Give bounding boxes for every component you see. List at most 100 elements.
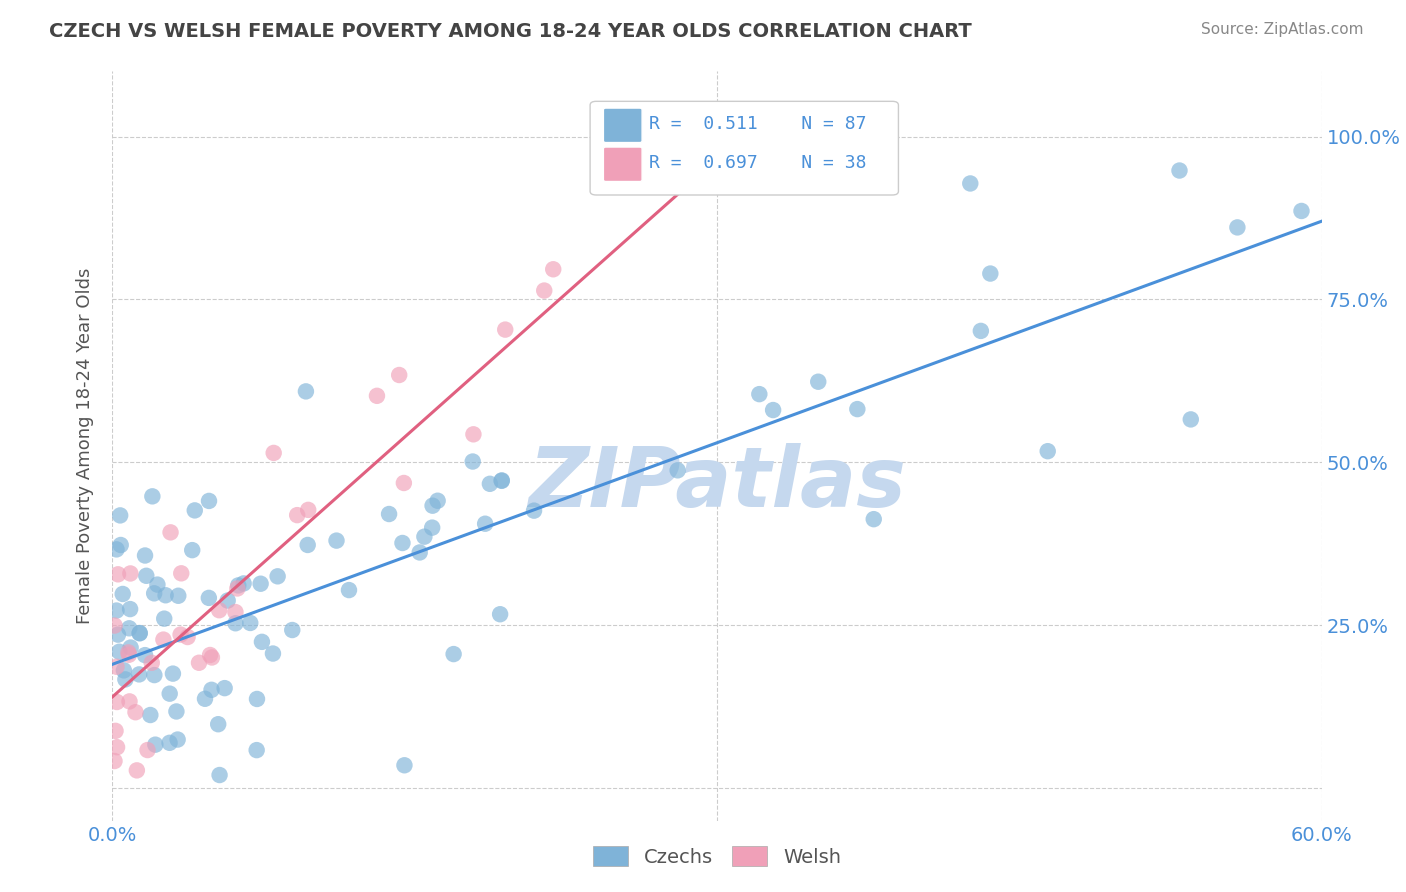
- FancyBboxPatch shape: [591, 102, 898, 195]
- Point: [226, 578, 249, 592]
- Point: [846, 402, 869, 417]
- Point: [281, 623, 304, 637]
- Point: [200, 682, 222, 697]
- Point: [107, 567, 129, 582]
- Point: [394, 758, 416, 772]
- Point: [232, 576, 254, 591]
- Text: ZIPatlas: ZIPatlas: [529, 443, 905, 524]
- Point: [118, 694, 141, 708]
- Point: [959, 177, 981, 191]
- Point: [108, 645, 131, 659]
- Point: [1036, 444, 1059, 458]
- Point: [165, 705, 187, 719]
- Point: [214, 681, 236, 695]
- Point: [143, 586, 166, 600]
- Point: [117, 645, 139, 659]
- Point: [105, 542, 128, 557]
- Point: [143, 668, 166, 682]
- Point: [426, 493, 449, 508]
- Point: [176, 630, 198, 644]
- Point: [110, 538, 132, 552]
- Point: [134, 648, 156, 662]
- Point: [166, 732, 188, 747]
- FancyBboxPatch shape: [603, 108, 643, 143]
- Point: [226, 582, 249, 596]
- Point: [159, 736, 181, 750]
- Point: [295, 384, 318, 399]
- Point: [207, 717, 229, 731]
- Point: [105, 695, 128, 709]
- Point: [128, 626, 150, 640]
- Point: [979, 267, 1001, 281]
- Point: [105, 740, 128, 755]
- Point: [169, 627, 191, 641]
- Point: [104, 723, 127, 738]
- Point: [143, 738, 166, 752]
- Point: [217, 593, 239, 607]
- Point: [105, 659, 128, 673]
- Point: [104, 618, 127, 632]
- Text: R =  0.511    N = 87: R = 0.511 N = 87: [650, 115, 868, 133]
- Point: [120, 566, 142, 581]
- Point: [208, 768, 231, 782]
- Point: [124, 705, 146, 719]
- Point: [263, 446, 285, 460]
- Point: [443, 647, 465, 661]
- Point: [103, 754, 125, 768]
- Point: [120, 602, 142, 616]
- Point: [141, 489, 163, 503]
- Point: [155, 588, 177, 602]
- Point: [666, 463, 689, 477]
- Text: R =  0.697    N = 38: R = 0.697 N = 38: [650, 153, 868, 172]
- Point: [463, 427, 485, 442]
- Point: [135, 569, 157, 583]
- Point: [134, 549, 156, 563]
- Point: [1180, 412, 1202, 426]
- Point: [170, 566, 193, 581]
- Point: [1291, 204, 1313, 219]
- Point: [738, 120, 761, 134]
- Point: [392, 475, 415, 490]
- Point: [337, 583, 360, 598]
- Point: [111, 587, 134, 601]
- Point: [120, 640, 142, 655]
- Point: [198, 591, 221, 605]
- Point: [533, 284, 555, 298]
- Point: [198, 494, 221, 508]
- FancyBboxPatch shape: [603, 147, 643, 181]
- Point: [491, 474, 513, 488]
- Point: [285, 508, 308, 523]
- Point: [250, 635, 273, 649]
- Point: [184, 503, 207, 517]
- Point: [717, 132, 740, 146]
- Point: [108, 508, 131, 523]
- Point: [409, 545, 432, 559]
- Point: [208, 603, 231, 617]
- Point: [862, 512, 884, 526]
- Point: [188, 656, 211, 670]
- Y-axis label: Female Poverty Among 18-24 Year Olds: Female Poverty Among 18-24 Year Olds: [76, 268, 94, 624]
- Point: [474, 516, 496, 531]
- Point: [523, 503, 546, 517]
- Point: [198, 648, 221, 662]
- Point: [118, 621, 141, 635]
- Point: [159, 525, 181, 540]
- Point: [136, 743, 159, 757]
- Point: [420, 521, 443, 535]
- Point: [297, 503, 319, 517]
- Point: [162, 666, 184, 681]
- Point: [494, 323, 516, 337]
- Point: [201, 650, 224, 665]
- Point: [1168, 163, 1191, 178]
- Point: [246, 692, 269, 706]
- Point: [224, 605, 246, 619]
- Point: [748, 387, 770, 401]
- Point: [1226, 220, 1249, 235]
- Point: [391, 536, 413, 550]
- Point: [762, 403, 785, 417]
- Point: [167, 589, 190, 603]
- Point: [125, 764, 148, 778]
- Point: [461, 454, 484, 468]
- Point: [262, 647, 284, 661]
- Point: [107, 627, 129, 641]
